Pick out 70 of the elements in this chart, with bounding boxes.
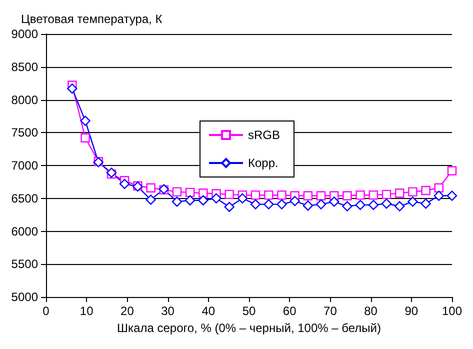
point [382,190,392,200]
point [329,196,340,207]
y-tick-label: 5500 [11,257,38,272]
point [172,196,182,207]
y-tick-label: 8000 [11,92,38,107]
point [276,199,287,210]
point [67,83,78,94]
y-tick-label: 8500 [11,60,38,74]
legend-label: Корр. [248,156,278,170]
point [80,133,90,142]
point [184,195,196,206]
point [355,200,366,210]
point [356,190,365,200]
point [316,199,326,210]
y-tick-label: 9000 [11,27,38,41]
point [80,116,90,126]
point [447,166,457,176]
point [185,188,195,198]
x-tick-label: 60 [282,304,297,318]
y-tick-label: 6500 [11,191,38,206]
point [302,200,314,211]
point [434,183,444,192]
x-tick-label: 40 [202,304,216,318]
point [250,199,261,210]
point [264,199,274,210]
point [421,186,430,196]
point [342,201,352,212]
point [316,191,326,200]
x-tick-label: 80 [364,304,378,318]
y-tick-label: 7500 [11,126,38,140]
point [420,198,431,209]
point [446,190,458,201]
x-axis-title: Шкала серого, % (0% – черный, 100% – белый) [117,320,381,335]
point [342,191,352,200]
point [264,190,274,200]
y-tick-label: 5000 [11,290,38,304]
point [224,190,234,200]
point [381,198,392,209]
y-tick-label: 7000 [11,158,38,172]
point [146,183,156,192]
point [290,196,300,206]
point [368,190,378,200]
point [119,178,130,190]
point [368,200,379,210]
point [198,195,208,206]
point [408,187,418,196]
point [198,188,208,198]
x-tick-label: 100 [442,304,462,318]
point [303,191,313,200]
point [224,202,234,212]
legend-label: sRGB [248,128,280,142]
point [394,201,405,212]
x-tick-label: 50 [242,304,256,318]
point [211,193,222,204]
y-tick-label: 6000 [11,224,38,238]
point [395,188,404,198]
point [172,187,182,196]
x-tick-label: 10 [80,304,94,318]
x-tick-label: 0 [42,304,50,318]
x-tick-label: 70 [324,304,338,318]
point [237,193,248,204]
point [408,196,418,207]
y-axis-title: Цветовая температура, К [21,12,162,26]
point [146,194,156,205]
x-tick-label: 30 [161,304,175,318]
point [277,190,286,200]
point [250,190,260,200]
point [434,190,444,201]
x-tick-label: 20 [120,304,134,318]
x-tick-label: 90 [404,304,418,318]
